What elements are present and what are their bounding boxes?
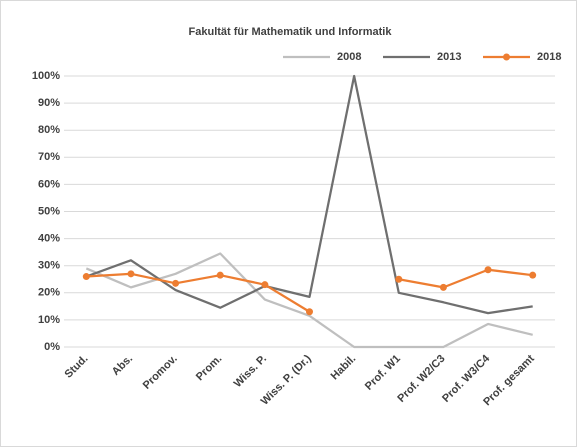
y-tick-label: 0%	[44, 341, 60, 353]
y-tick-label: 60%	[38, 178, 60, 190]
point	[216, 271, 224, 279]
y-tick-label: 50%	[38, 205, 60, 217]
y-tick-label: 80%	[38, 124, 60, 136]
legend-marker	[503, 53, 510, 61]
y-tick-label: 10%	[38, 314, 60, 326]
legend-label: 2018	[537, 51, 561, 63]
point	[82, 273, 90, 281]
series-line	[85, 252, 533, 349]
legend-label: 2013	[437, 51, 461, 63]
legend-label: 2008	[337, 51, 361, 63]
point	[261, 281, 269, 289]
y-tick-label: 90%	[38, 97, 60, 109]
point	[395, 275, 403, 283]
point	[529, 271, 537, 279]
point	[306, 308, 313, 316]
y-tick-label: 20%	[38, 287, 60, 299]
point	[439, 283, 447, 291]
point	[127, 270, 135, 278]
chart-title: Fakultät für Mathematik und Informatik	[189, 26, 393, 38]
y-tick-label: 40%	[38, 233, 60, 245]
y-tick-label: 100%	[32, 70, 60, 82]
y-tick-label: 30%	[38, 260, 60, 272]
series-line	[86, 268, 533, 313]
y-tick-label: 70%	[38, 151, 60, 163]
point	[172, 279, 180, 287]
point	[484, 266, 492, 274]
